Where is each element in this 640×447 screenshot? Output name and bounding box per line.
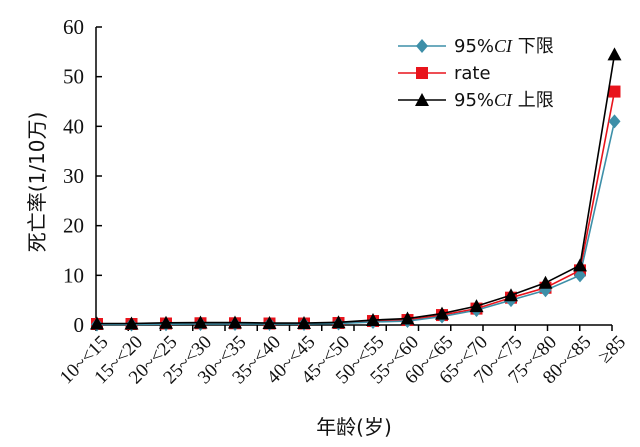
data-point	[331, 315, 346, 329]
data-point	[124, 316, 139, 330]
y-tick-label: 0	[74, 313, 85, 337]
series-line	[97, 121, 616, 326]
series-square	[91, 85, 621, 331]
y-tick-label: 60	[63, 15, 84, 39]
data-point	[608, 114, 621, 129]
series-line	[97, 54, 616, 325]
legend-label: rate	[454, 63, 491, 84]
data-point	[228, 315, 242, 329]
y-axis: 0 10 20 30 40 50 60	[63, 15, 102, 337]
data-point	[469, 299, 484, 313]
x-axis: 10~<1515~<2020~<2525~<3030~<3535~<4040~<…	[56, 324, 630, 388]
x-tick-label: ≥85	[594, 332, 630, 368]
y-tick-label: 40	[63, 114, 84, 138]
legend-marker	[416, 39, 428, 53]
y-axis-title: 死亡率(1/10万)	[25, 112, 49, 253]
legend-item: 95%CI 上限	[398, 90, 554, 111]
data-point	[574, 268, 586, 283]
y-tick-label: 50	[63, 65, 84, 89]
data-point	[538, 275, 553, 289]
legend-marker	[415, 93, 429, 106]
y-tick-label: 30	[63, 164, 84, 188]
x-axis-title: 年龄(岁)	[316, 415, 392, 439]
data-point	[435, 306, 449, 320]
data-point	[607, 47, 622, 61]
data-point	[297, 316, 311, 330]
legend-item: rate	[398, 63, 491, 84]
series-diamond	[91, 114, 621, 332]
legend-label: 95%CI 上限	[454, 90, 554, 111]
data-point	[90, 316, 104, 330]
legend-label: 95%CI 下限	[454, 36, 554, 57]
y-tick-label: 20	[63, 214, 84, 238]
series-layer	[90, 47, 622, 332]
y-tick-label: 10	[63, 263, 84, 287]
data-point	[573, 258, 587, 272]
data-point	[608, 85, 621, 98]
legend-marker	[416, 67, 428, 79]
data-point	[159, 315, 173, 329]
data-point	[366, 313, 380, 327]
legend-item: 95%CI 下限	[398, 36, 554, 57]
series-triangle	[90, 47, 622, 330]
data-point	[193, 315, 208, 329]
series-line	[97, 91, 616, 325]
legend: 95%CI 下限 rate 95%CI 上限	[398, 36, 554, 111]
data-point	[504, 288, 518, 302]
data-point	[400, 311, 415, 325]
data-point	[262, 316, 277, 330]
